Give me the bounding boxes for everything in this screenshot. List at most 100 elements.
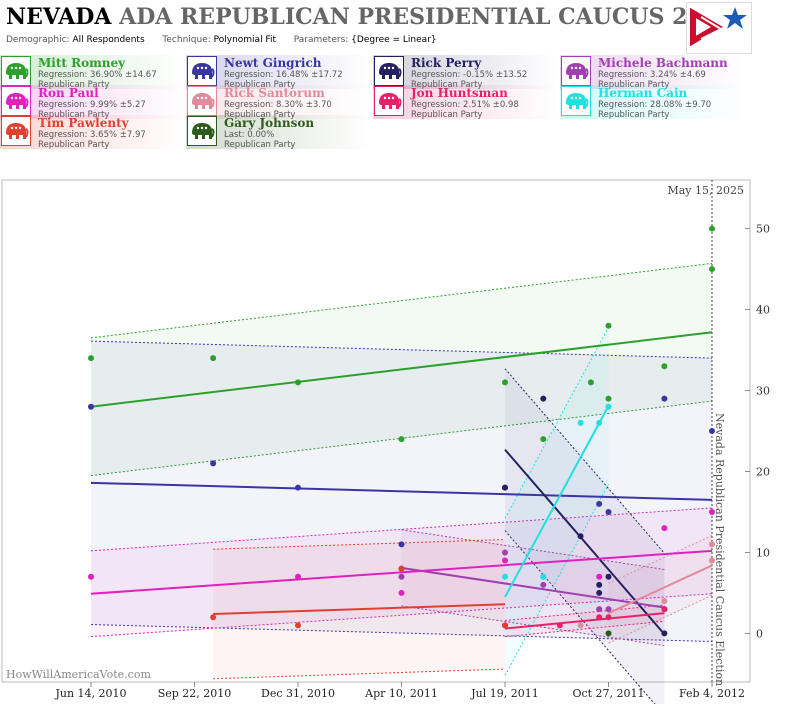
candidate-name: Newt Gingrich (224, 56, 322, 70)
data-point-rick-perry[interactable] (540, 395, 547, 402)
data-point-jon-huntsman[interactable] (596, 614, 603, 621)
data-point-gary-johnson[interactable] (605, 630, 612, 637)
data-point-ron-paul[interactable] (661, 525, 668, 532)
fit-line-mitt-romney (90, 331, 713, 408)
parameters-label: Parameters: (293, 35, 349, 45)
band-lower-jon-huntsman (504, 620, 665, 638)
data-point-mitt-romney[interactable] (605, 322, 612, 329)
candidate-card-herman-cain[interactable]: Herman Cain Regression: 28.08% ±9.70 Repub… (560, 85, 746, 120)
candidate-regression: Regression: 2.51% ±0.98 (411, 100, 519, 110)
elephant-icon (1, 116, 31, 146)
data-point-mitt-romney[interactable] (88, 355, 94, 362)
data-point-rick-perry[interactable] (502, 484, 508, 491)
candidate-regression: Last: 0.00% (224, 130, 275, 140)
header: NEVADA ADA REPUBLICAN PRESIDENTIAL CAUCU… (0, 0, 789, 54)
x-tick-label: Oct 27, 2011 (572, 687, 644, 700)
candidate-name: Herman Cain (598, 86, 688, 100)
data-point-herman-cain[interactable] (540, 573, 547, 580)
y-tick-label: 10 (756, 546, 770, 559)
event-label: Nevada Republican Presidential Caucus El… (713, 413, 726, 686)
data-point-mitt-romney[interactable] (210, 355, 217, 362)
data-point-mitt-romney[interactable] (709, 225, 715, 232)
data-point-michele-bachmann[interactable] (596, 606, 603, 613)
data-point-newt-gingrich[interactable] (210, 460, 217, 467)
data-point-rick-santorum[interactable] (709, 557, 715, 564)
data-point-tim-pawlenty[interactable] (210, 614, 217, 621)
data-point-mitt-romney[interactable] (502, 379, 508, 386)
data-point-herman-cain[interactable] (596, 419, 603, 426)
data-point-newt-gingrich[interactable] (295, 484, 301, 491)
data-point-mitt-romney[interactable] (605, 395, 612, 402)
elephant-icon (374, 86, 404, 116)
current-date-label: May 15, 2025 (667, 184, 744, 197)
fit-line-jon-huntsman (504, 612, 665, 630)
data-point-herman-cain[interactable] (605, 403, 612, 410)
data-point-rick-santorum[interactable] (577, 622, 584, 629)
data-point-tim-pawlenty[interactable] (398, 565, 405, 572)
title-rest: ADA REPUBLICAN PRESIDENTIAL CAUCUS 2012 (119, 4, 734, 30)
band-upper-mitt-romney (90, 262, 713, 339)
candidate-regression: Regression: 3.65% ±7.97 (38, 130, 146, 140)
data-point-tim-pawlenty[interactable] (502, 622, 508, 629)
data-point-ron-paul[interactable] (398, 589, 405, 596)
candidate-name: Mitt Romney (38, 56, 126, 70)
data-point-newt-gingrich[interactable] (709, 428, 715, 434)
data-point-newt-gingrich[interactable] (605, 508, 612, 515)
x-tick-label: Jul 19, 2011 (470, 687, 539, 700)
data-point-mitt-romney[interactable] (295, 379, 301, 386)
data-point-michele-bachmann[interactable] (605, 606, 612, 613)
candidate-card-gary-johnson[interactable]: Gary Johnson Last: 0.00% Republican Party (186, 115, 372, 150)
elephant-icon (1, 86, 31, 116)
data-point-newt-gingrich[interactable] (88, 403, 94, 410)
data-point-michele-bachmann[interactable] (540, 581, 547, 588)
data-point-rick-perry[interactable] (605, 573, 612, 580)
data-point-jon-huntsman[interactable] (556, 622, 563, 629)
site-logo[interactable] (686, 2, 752, 54)
data-point-mitt-romney[interactable] (709, 266, 715, 273)
data-point-jon-huntsman[interactable] (605, 614, 612, 621)
data-point-tim-pawlenty[interactable] (295, 622, 301, 629)
data-point-rick-santorum[interactable] (661, 598, 668, 605)
data-point-ron-paul[interactable] (502, 557, 508, 564)
confidence-band-rick-perry (505, 368, 665, 708)
data-point-ron-paul[interactable] (709, 508, 715, 515)
data-point-rick-santorum[interactable] (709, 541, 715, 548)
data-point-michele-bachmann[interactable] (398, 573, 405, 580)
data-point-mitt-romney[interactable] (540, 436, 547, 443)
candidate-card-tim-pawlenty[interactable]: Tim Pawlenty Regression: 3.65% ±7.97 Repub… (0, 115, 186, 150)
data-point-rick-perry[interactable] (596, 589, 603, 596)
data-point-newt-gingrich[interactable] (398, 541, 405, 548)
parameters-value: {Degree = Linear} (351, 35, 437, 45)
band-upper-michele-bachmann (401, 529, 665, 570)
candidate-card-jon-huntsman[interactable]: Jon Huntsman Regression: 2.51% ±0.98 Repub… (373, 85, 559, 120)
data-point-herman-cain[interactable] (502, 573, 508, 580)
fit-line-herman-cain (504, 405, 610, 598)
data-point-michele-bachmann[interactable] (502, 549, 508, 556)
elephant-icon (187, 86, 217, 116)
y-tick-label: 0 (756, 627, 763, 640)
data-point-mitt-romney[interactable] (398, 436, 405, 443)
data-point-ron-paul[interactable] (88, 573, 94, 580)
data-point-newt-gingrich[interactable] (596, 500, 603, 507)
data-point-newt-gingrich[interactable] (661, 395, 668, 402)
data-point-mitt-romney[interactable] (661, 363, 668, 370)
page-title: NEVADA ADA REPUBLICAN PRESIDENTIAL CAUCU… (6, 4, 733, 30)
data-point-ron-paul[interactable] (596, 573, 603, 580)
data-point-jon-huntsman[interactable] (661, 606, 668, 613)
data-point-rick-perry[interactable] (577, 533, 584, 540)
data-point-rick-perry[interactable] (596, 581, 603, 588)
data-point-rick-perry[interactable] (661, 630, 668, 637)
candidate-name: Rick Perry (411, 56, 482, 70)
band-upper-rick-santorum (608, 534, 713, 584)
data-point-ron-paul[interactable] (295, 573, 301, 580)
data-point-mitt-romney[interactable] (587, 379, 594, 386)
candidate-regression: Regression: 9.99% ±5.27 (38, 100, 146, 110)
candidate-regression: Regression: 8.30% ±3.70 (224, 100, 332, 110)
data-point-herman-cain[interactable] (577, 419, 584, 426)
